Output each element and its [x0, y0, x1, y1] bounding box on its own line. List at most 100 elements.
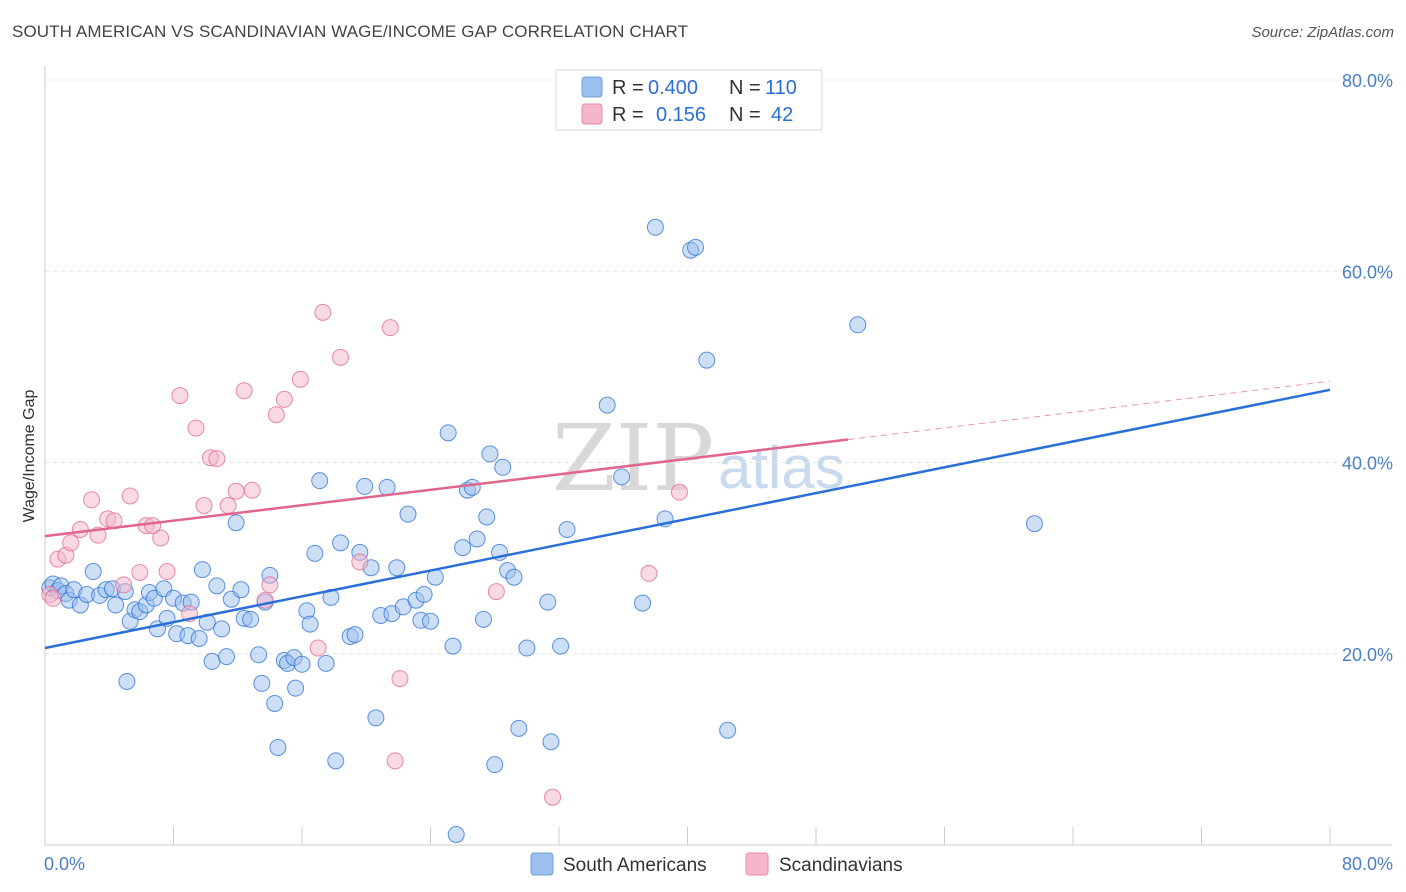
trend-line — [44, 388, 1331, 650]
data-point — [131, 563, 149, 581]
data-point — [332, 534, 350, 552]
data-point — [439, 424, 457, 442]
legend-n-value-1: 110 — [765, 77, 797, 99]
data-point — [243, 481, 261, 499]
data-point — [158, 563, 176, 581]
data-point — [187, 419, 205, 437]
data-point — [152, 529, 170, 547]
data-point — [208, 450, 226, 468]
data-point — [71, 520, 89, 538]
data-point — [346, 626, 364, 644]
legend-swatch-south-americans — [581, 76, 603, 98]
data-point — [468, 530, 486, 548]
data-point — [687, 238, 705, 256]
data-point — [309, 639, 327, 657]
data-point — [83, 491, 101, 509]
tick-labels: 20.0% 40.0% 60.0% 80.0% 0.0% 80.0% — [44, 71, 1393, 874]
data-point — [378, 478, 396, 496]
y-tick-label: 80.0% — [1342, 71, 1393, 91]
y-tick-label: 60.0% — [1342, 262, 1393, 282]
data-point — [203, 652, 221, 670]
data-point — [190, 629, 208, 647]
y-tick-label: 20.0% — [1342, 645, 1393, 665]
data-point — [327, 752, 345, 770]
data-point — [505, 568, 523, 586]
legend-n-value-2: 42 — [771, 104, 793, 126]
chart-title: SOUTH AMERICAN VS SCANDINAVIAN WAGE/INCO… — [12, 22, 689, 41]
grid-lines — [45, 79, 1392, 655]
data-point — [267, 406, 285, 424]
data-point — [232, 581, 250, 599]
data-point — [613, 468, 631, 486]
data-point — [261, 576, 279, 594]
bottom-legend-swatch-south-americans — [530, 852, 554, 876]
trend-lines — [44, 380, 1331, 650]
bottom-legend-label-south-americans: South Americans — [563, 855, 707, 876]
data-point — [447, 825, 465, 843]
bottom-legend-swatch-scandinavians — [745, 852, 769, 876]
data-point — [266, 694, 284, 712]
data-point — [301, 615, 319, 633]
data-point — [478, 508, 496, 526]
data-point — [218, 648, 236, 666]
data-point — [542, 733, 560, 751]
data-point — [219, 497, 237, 515]
data-point — [670, 483, 688, 501]
data-point — [719, 721, 737, 739]
bottom-legend: South Americans Scandinavians — [530, 852, 903, 876]
watermark-atlas: atlas — [718, 434, 845, 501]
data-point — [115, 576, 133, 594]
legend-r-value-2: 0.156 — [656, 104, 706, 126]
data-point — [317, 654, 335, 672]
data-point — [269, 738, 287, 756]
data-point — [287, 679, 305, 697]
data-point — [486, 756, 504, 774]
series-south-americans — [41, 218, 1043, 843]
data-point — [475, 610, 493, 628]
legend-n-label-2: N = — [729, 104, 761, 126]
data-point — [487, 583, 505, 601]
data-point — [367, 709, 385, 727]
data-point — [463, 478, 481, 496]
data-point — [539, 593, 557, 611]
bottom-legend-label-scandinavians: Scandinavians — [779, 855, 903, 876]
data-point — [242, 610, 260, 628]
source-label: Source: ZipAtlas.com — [1251, 24, 1394, 41]
x-tick-label: 80.0% — [1342, 854, 1393, 874]
data-point — [291, 370, 309, 388]
data-point — [634, 594, 652, 612]
data-point — [250, 646, 268, 664]
legend-r-label-2: R = — [612, 104, 644, 126]
legend-r-label-1: R = — [612, 77, 644, 99]
x-tick-label: 0.0% — [44, 854, 85, 874]
data-point — [518, 639, 536, 657]
data-point — [598, 396, 616, 414]
data-point — [356, 477, 374, 495]
data-point — [213, 620, 231, 638]
data-point — [62, 534, 80, 552]
data-point — [444, 637, 462, 655]
data-point — [118, 672, 136, 690]
data-point — [107, 596, 125, 614]
data-point — [698, 351, 716, 369]
data-point — [193, 561, 211, 579]
data-point — [558, 520, 576, 538]
data-point — [306, 544, 324, 562]
legend-swatch-scandinavians — [581, 103, 603, 125]
data-point — [314, 303, 332, 321]
legend-n-label-1: N = — [729, 77, 761, 99]
data-point — [481, 445, 499, 463]
data-point — [195, 497, 213, 515]
data-point — [640, 564, 658, 582]
axes — [44, 66, 1392, 846]
data-point — [646, 218, 664, 236]
top-legend: R = 0.400 N = 110 R = 0.156 N = 42 — [555, 69, 823, 131]
data-point — [399, 505, 417, 523]
data-point — [510, 719, 528, 737]
trend-line — [44, 438, 849, 538]
data-point — [311, 472, 329, 490]
y-axis-label: Wage/Income Gap — [21, 390, 38, 523]
data-point — [422, 612, 439, 630]
data-point — [275, 390, 293, 408]
